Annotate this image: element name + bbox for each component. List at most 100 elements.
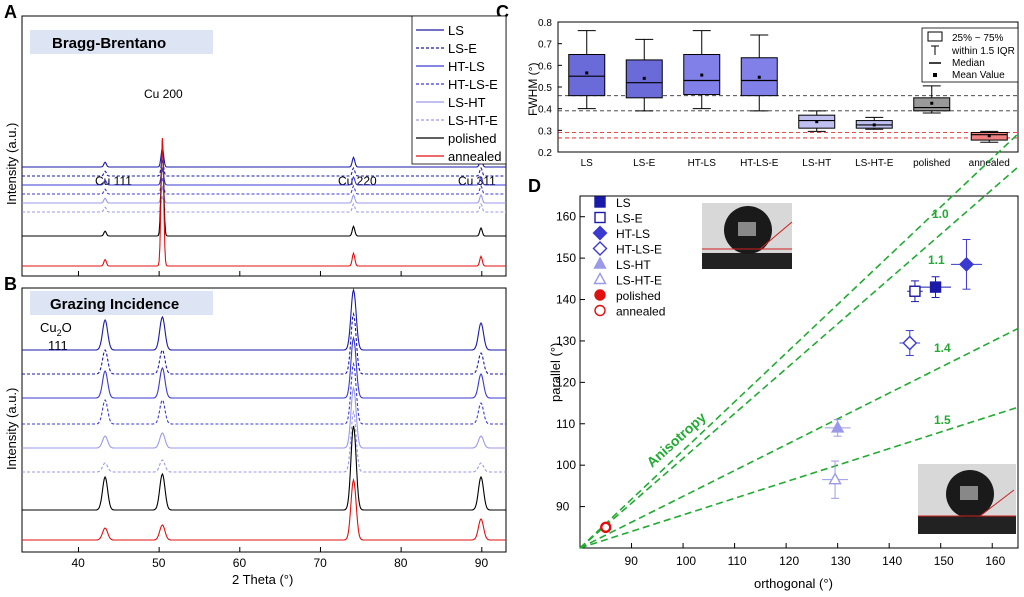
xrd-trace-ht-ls-e [22, 361, 506, 425]
xrd-trace-ls-ht-e [22, 193, 506, 213]
legend-text-ht-ls-e: HT-LS-E [616, 243, 662, 257]
legend-label-polished: polished [448, 131, 496, 146]
xrd-trace-ls-e [22, 157, 506, 177]
mean-ls [585, 71, 589, 75]
legend-text-annealed: annealed [616, 305, 665, 319]
fwhm-xlabel-ls: LS [581, 158, 594, 169]
ca-xtick-label-120: 120 [779, 554, 799, 568]
inset-top-substrate [702, 253, 792, 269]
ca-frame [579, 195, 1019, 549]
xrd-bottom-frame [21, 287, 507, 553]
xrd-bottom-title-box [30, 291, 213, 315]
xrd-trace-annealed [22, 477, 506, 541]
ca-xtick-label-100: 100 [676, 554, 696, 568]
panel-letter-b: B [4, 274, 17, 294]
legend-label-ls: LS [448, 23, 464, 38]
legend-label-ht-ls-e: HT-LS-E [448, 77, 498, 92]
xrd-legend-box [411, 15, 507, 165]
legend-iqr-swatch [927, 31, 943, 42]
ca-xtick-label-150: 150 [934, 554, 954, 568]
xrd-xtick-label-40: 40 [71, 556, 85, 570]
legend-text-polished: polished [616, 289, 661, 303]
xrd-top-traces [22, 137, 506, 267]
ca-ytick-label-160: 160 [556, 210, 576, 224]
legend-mean-label: Mean Value [952, 70, 1005, 81]
fwhm-xlabel-ht-ls: HT-LS [688, 158, 717, 169]
xrd-trace-ht-ls-e [22, 175, 506, 195]
ca-xtick-label-90: 90 [625, 554, 639, 568]
fwhm-ylabel: FWHM (°) [526, 63, 540, 116]
legend-label-annealed: annealed [448, 149, 502, 164]
point-ls [929, 281, 942, 293]
xrd-top-title-box [30, 30, 213, 54]
xrd-trace-annealed [22, 137, 506, 267]
mean-polished [930, 101, 934, 105]
point-ls-ht [830, 420, 845, 433]
legend-text-ht-ls: HT-LS [616, 227, 650, 241]
legend-text-ls-e: LS-E [616, 212, 643, 226]
xrd-bragg-brentano-panel: Bragg-Brentano Intensity (a.u.) Cu 111 C… [4, 15, 507, 277]
legend-marker-ls-ht-e [593, 272, 607, 285]
mean-ht-ls [700, 73, 704, 77]
fwhm-xlabel-ls-ht: LS-HT [802, 158, 831, 169]
fwhm-ytick-label-0.6: 0.6 [538, 61, 552, 72]
xrd-grazing-incidence-panel: Grazing Incidence Intensity (a.u.) Cu2O … [4, 271, 507, 587]
xrd-xtick-label-80: 80 [394, 556, 408, 570]
ratio-lines: 1.0 1.1 1.4 1.5 [579, 133, 1019, 549]
fwhm-ytick-label-0.3: 0.3 [538, 126, 552, 137]
legend-text-ls: LS [616, 196, 631, 210]
ca-xtick-label-110: 110 [728, 554, 747, 568]
xrd-trace-ls-ht [22, 385, 506, 449]
fwhm-xlabel-ht-ls-e: HT-LS-E [740, 158, 779, 169]
ca-xtick-label-140: 140 [882, 554, 902, 568]
inset-bottom-substrate [918, 516, 1016, 534]
ca-ytick-label-130: 130 [556, 334, 576, 348]
legend-label-ht-ls: HT-LS [448, 59, 485, 74]
ratio-label-1.5: 1.5 [934, 413, 951, 427]
xrd-xlabel: 2 Theta (°) [232, 572, 293, 587]
fwhm-ytick-label-0.2: 0.2 [538, 148, 552, 159]
contact-angle-panel: parallel (°) orthogonal (°) 1.0 1.1 1.4 1.5… [548, 133, 1019, 591]
xrd-xtick-label-50: 50 [152, 556, 166, 570]
legend-label-ls-ht: LS-HT [448, 95, 486, 110]
ca-ytick-label-110: 110 [556, 417, 575, 431]
legend-marker-ls [594, 196, 606, 208]
ca-ytick-label-150: 150 [556, 251, 576, 265]
legend-marker-annealed [594, 304, 606, 317]
xrd-top-ylabel: Intensity (a.u.) [4, 123, 19, 205]
fwhm-ytick-label-0.4: 0.4 [538, 105, 552, 116]
xrd-trace-ls [22, 147, 506, 168]
legend-marker-ht-ls-e [592, 241, 608, 256]
ca-xlabel: orthogonal (°) [754, 576, 833, 591]
legend-marker-polished [594, 289, 606, 301]
xrd-trace-ls [22, 287, 506, 351]
legend-whisker-label: within 1.5 IQR [951, 46, 1015, 57]
mean-ls-ht [815, 120, 819, 124]
fwhm-xlabel-polished: polished [913, 158, 950, 169]
ratio-label-1.4: 1.4 [934, 341, 951, 355]
xrd-top-legend: LS LS-E HT-LS HT-LS-E LS-HT LS-HT-E polished an… [411, 15, 507, 165]
point-ls-e [909, 285, 921, 297]
legend-text-ls-ht: LS-HT [616, 258, 651, 272]
ca-ytick-label-140: 140 [556, 293, 576, 307]
panel-letter-a: A [4, 2, 17, 22]
mean-ls-ht-e [872, 123, 876, 127]
fwhm-xlabel-ls-e: LS-E [633, 158, 656, 169]
point-ht-ls-e [902, 335, 918, 351]
legend-label-ls-ht-e: LS-HT-E [448, 113, 498, 128]
xrd-xticks: 40 50 60 70 80 90 [71, 271, 488, 570]
fwhm-boxplot-panel: FWHM (°) 0.2 0.3 0.4 0.5 0.6 0.7 0.8 LS LS-E HT-L… [526, 18, 1019, 169]
ca-xtick-label-160: 160 [985, 554, 1005, 568]
legend-iqr-label: 25% ~ 75% [952, 33, 1004, 44]
legend-median-label: Median [952, 58, 985, 69]
ca-xtick-label-130: 130 [831, 554, 851, 568]
legend-text-ls-ht-e: LS-HT-E [616, 274, 662, 288]
ratio-line-1.1 [579, 166, 1019, 549]
fwhm-ytick-label-0.5: 0.5 [538, 83, 552, 94]
xrd-trace-ls-ht [22, 184, 506, 204]
point-ls-ht-e [828, 472, 842, 485]
mean-ht-ls-e [757, 75, 761, 79]
peak-label-cu200: Cu 200 [144, 87, 183, 101]
ca-ytick-label-90: 90 [556, 500, 570, 514]
